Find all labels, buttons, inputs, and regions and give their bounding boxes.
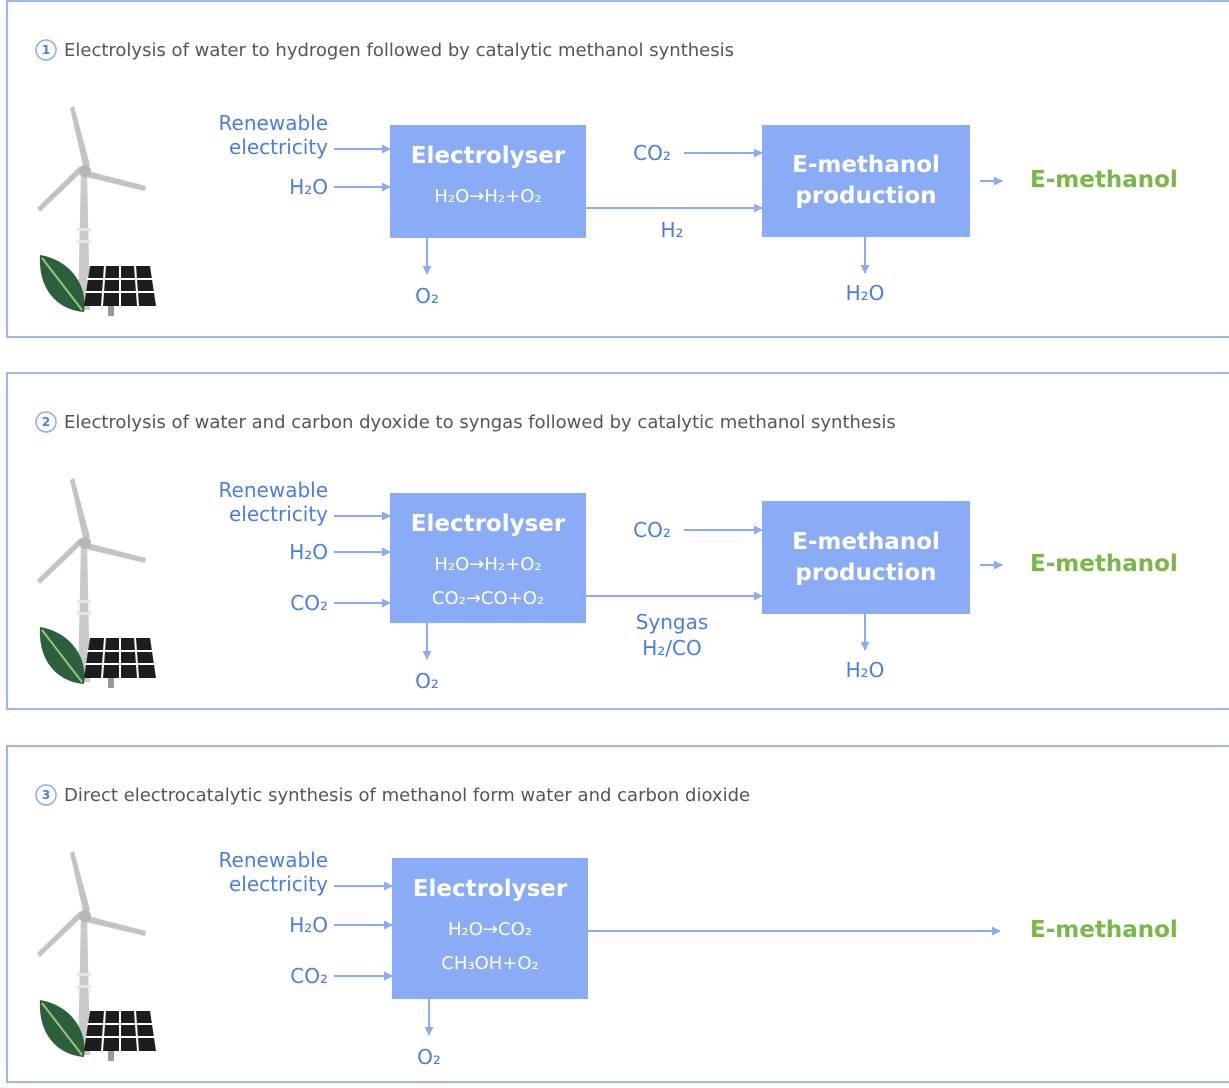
step-number: 2	[41, 414, 51, 429]
electrolyser-box	[390, 125, 586, 238]
intermediate-label: H₂/CO	[642, 636, 702, 660]
electrolyser-box	[390, 493, 586, 623]
input-label: H₂O	[289, 540, 328, 564]
reactor-box	[762, 125, 970, 237]
panel-graphics	[35, 411, 1003, 689]
product-label: E-methanol	[1030, 167, 1178, 194]
intermediate-label: H₂	[660, 218, 684, 242]
panel: 3 Direct electrocatalytic synthesis of me…	[6, 745, 1229, 1083]
reaction: H₂O→CO₂	[448, 919, 532, 941]
step-title: Electrolysis of water to hydrogen follow…	[64, 40, 734, 62]
step-badge	[35, 39, 57, 61]
product-label: E-methanol	[1030, 551, 1178, 578]
input-label: Renewable electricity	[218, 848, 328, 896]
electrolyser-name: Electrolyser	[412, 876, 568, 903]
reaction: CO₂→CO+O₂	[431, 588, 545, 610]
step-number: 1	[41, 42, 51, 57]
step-title: Direct electrocatalytic synthesis of met…	[64, 785, 751, 807]
panel: 1 Electrolysis of water to hydrogen follo…	[6, 0, 1229, 338]
reactor-byproduct-label: H₂O	[845, 658, 885, 682]
electrolyser-name: Electrolyser	[410, 143, 566, 170]
panel: 2 Electrolysis of water and carbon dyoxid…	[6, 372, 1229, 710]
reactor-name: E-methanol production	[792, 151, 940, 209]
input-label: CO₂	[290, 591, 328, 615]
energy-icon	[36, 850, 157, 1062]
energy-icon	[36, 105, 157, 317]
input-label: Renewable electricity	[218, 111, 328, 159]
input-label: H₂O	[289, 913, 328, 937]
intermediate-label: Syngas	[635, 610, 709, 634]
byproduct-label: O₂	[415, 284, 439, 308]
input-label: Renewable electricity	[218, 478, 328, 526]
input-label: CO₂	[290, 964, 328, 988]
co2-label: CO₂	[633, 518, 671, 542]
step-number: 3	[41, 787, 51, 802]
panel-graphics	[35, 784, 1001, 1062]
byproduct-label: O₂	[417, 1045, 441, 1069]
step-title: Electrolysis of water and carbon dyoxide…	[64, 412, 896, 434]
product-label: E-methanol	[1030, 917, 1178, 944]
reaction: CH₃OH+O₂	[441, 953, 539, 975]
step-badge	[35, 784, 57, 806]
electrolyser-box	[392, 858, 588, 999]
step-badge	[35, 411, 57, 433]
reaction: H₂O→H₂+O₂	[434, 186, 542, 208]
electrolyser-name: Electrolyser	[410, 511, 566, 538]
reactor-name: E-methanol production	[792, 528, 940, 586]
input-label: H₂O	[289, 175, 328, 199]
byproduct-label: O₂	[415, 669, 439, 693]
co2-label: CO₂	[633, 141, 671, 165]
reaction: H₂O→H₂+O₂	[434, 554, 542, 576]
panel-graphics	[35, 39, 1003, 317]
reactor-byproduct-label: H₂O	[845, 281, 885, 305]
reactor-box	[762, 501, 970, 614]
energy-icon	[36, 477, 157, 689]
